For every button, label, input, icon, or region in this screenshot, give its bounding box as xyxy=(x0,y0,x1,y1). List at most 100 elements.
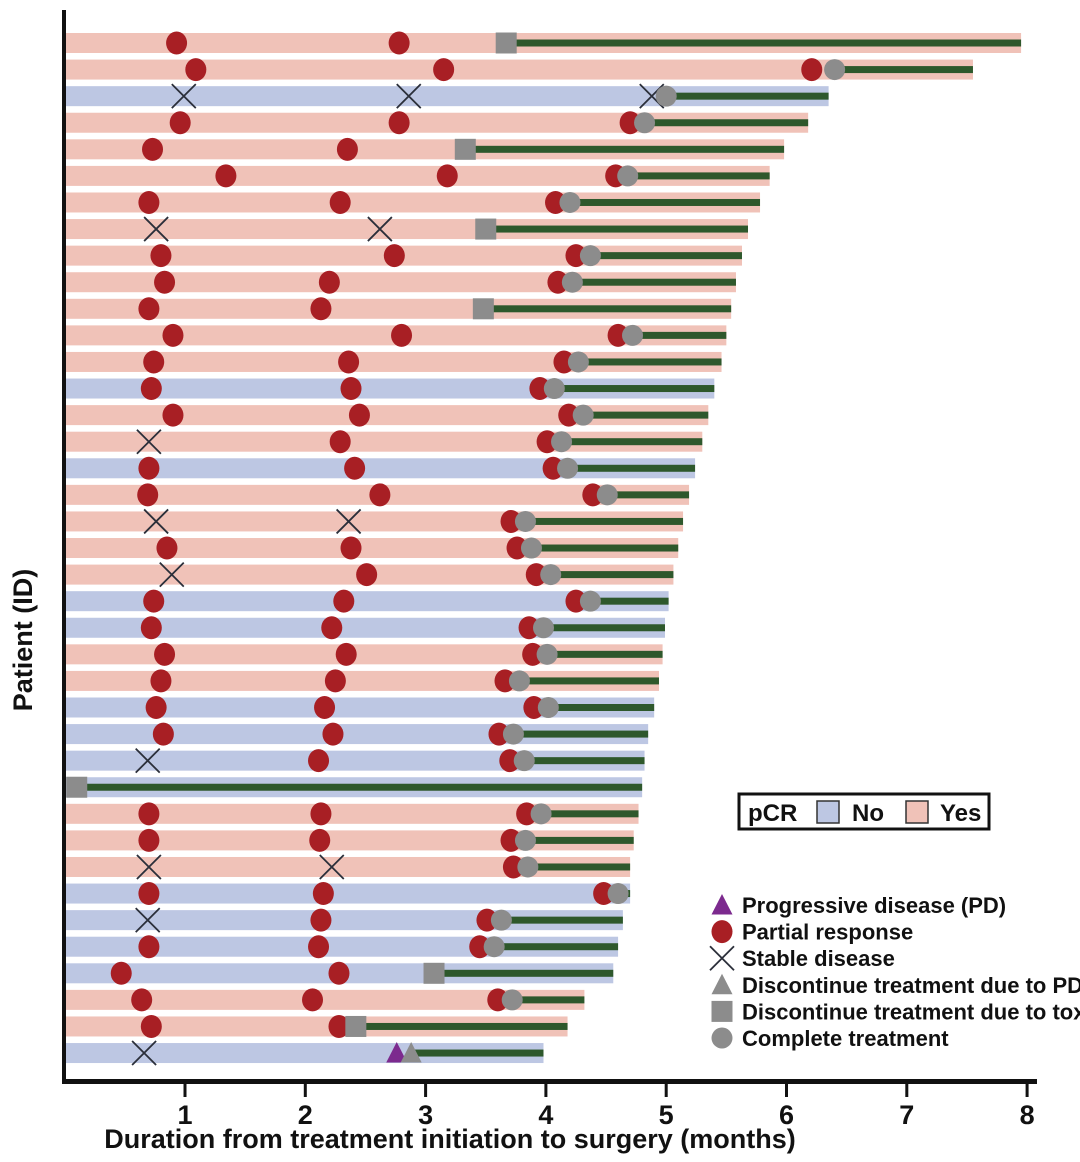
patient-row xyxy=(66,749,645,773)
marker-partial-response xyxy=(338,350,359,373)
treatment-to-surgery-line xyxy=(554,385,714,392)
treatment-to-surgery-line xyxy=(666,93,828,100)
treatment-to-surgery-line xyxy=(524,757,644,764)
treatment-to-surgery-line xyxy=(519,677,659,684)
marker-partial-response xyxy=(336,643,357,666)
treatment-to-surgery-line xyxy=(501,917,623,924)
patient-row xyxy=(66,669,659,692)
marker-partial-response xyxy=(309,829,330,852)
marker-discontinue-toxicity xyxy=(455,139,476,160)
marker-complete-treatment xyxy=(557,458,578,479)
treatment-to-surgery-line xyxy=(465,146,784,153)
marker-partial-response xyxy=(185,58,206,81)
patient-row xyxy=(66,430,702,454)
marker-partial-response xyxy=(341,537,362,560)
patient-row xyxy=(66,590,669,613)
x-tick-label: 7 xyxy=(899,1100,914,1130)
marker-legend-item: Complete treatment xyxy=(712,1026,950,1051)
marker-partial-response xyxy=(156,537,177,560)
patient-row xyxy=(66,377,714,400)
marker-discontinue-toxicity xyxy=(345,1016,366,1037)
marker-partial-response xyxy=(138,191,159,214)
patient-row xyxy=(66,483,689,506)
treatment-to-surgery-line xyxy=(525,837,633,844)
treatment-to-surgery-line xyxy=(506,40,1021,47)
marker-partial-response xyxy=(162,404,183,427)
marker-partial-response xyxy=(712,920,733,943)
marker-discontinue-toxicity xyxy=(424,963,445,984)
marker-complete-treatment xyxy=(503,724,524,745)
marker-legend: Progressive disease (PD)Partial response… xyxy=(710,893,1080,1051)
marker-partial-response xyxy=(138,935,159,958)
marker-partial-response xyxy=(391,324,412,347)
marker-complete-treatment xyxy=(515,830,536,851)
x-tick xyxy=(184,1084,187,1097)
marker-complete-treatment xyxy=(597,484,618,505)
marker-partial-response xyxy=(322,723,343,746)
marker-complete-treatment xyxy=(580,245,601,266)
marker-partial-response xyxy=(314,696,335,719)
marker-legend-label: Discontinue treatment due to PD xyxy=(742,973,1080,998)
marker-partial-response xyxy=(310,909,331,932)
treatment-to-surgery-line xyxy=(525,518,683,525)
marker-discontinue-toxicity xyxy=(473,298,494,319)
marker-partial-response xyxy=(302,988,323,1011)
patient-row xyxy=(66,563,673,587)
treatment-to-surgery-line xyxy=(568,465,696,472)
marker-partial-response xyxy=(170,111,191,134)
x-axis-line xyxy=(62,1079,1037,1084)
treatment-to-surgery-line xyxy=(434,970,613,977)
treatment-to-surgery-line xyxy=(356,1023,568,1030)
marker-legend-label: Discontinue treatment due to toxicity xyxy=(742,999,1080,1024)
patient-row xyxy=(66,297,731,320)
marker-discontinue-toxicity xyxy=(712,1001,733,1022)
marker-partial-response xyxy=(384,244,405,267)
marker-complete-treatment xyxy=(634,112,655,133)
patient-row xyxy=(66,1015,568,1038)
y-axis-title: Patient (ID) xyxy=(8,569,38,712)
marker-complete-treatment xyxy=(824,59,845,80)
marker-complete-treatment xyxy=(608,883,629,904)
marker-discontinue-toxicity xyxy=(66,777,87,798)
marker-partial-response xyxy=(369,483,390,506)
marker-partial-response xyxy=(330,430,351,453)
marker-partial-response xyxy=(162,324,183,347)
marker-complete-treatment xyxy=(580,591,601,612)
marker-complete-treatment xyxy=(509,670,530,691)
marker-partial-response xyxy=(321,616,342,639)
treatment-to-surgery-line xyxy=(570,199,760,206)
treatment-to-surgery-line xyxy=(583,412,708,419)
patient-row xyxy=(66,908,623,932)
marker-partial-response xyxy=(215,164,236,187)
marker-partial-response xyxy=(433,58,454,81)
patient-row xyxy=(66,616,665,639)
marker-partial-response xyxy=(141,616,162,639)
patient-row xyxy=(66,404,708,427)
marker-partial-response xyxy=(138,802,159,825)
patient-row xyxy=(66,696,654,719)
treatment-to-surgery-line xyxy=(486,226,748,233)
marker-discontinue-toxicity xyxy=(475,219,496,240)
marker-legend-item: Stable disease xyxy=(710,946,895,971)
patient-row xyxy=(66,350,722,373)
treatment-to-surgery-line xyxy=(590,252,742,259)
marker-partial-response xyxy=(137,483,158,506)
treatment-to-surgery-line xyxy=(541,810,638,817)
patient-row xyxy=(66,324,726,347)
marker-partial-response xyxy=(333,590,354,613)
marker-complete-treatment xyxy=(521,538,542,559)
marker-partial-response xyxy=(138,829,159,852)
marker-legend-label: Stable disease xyxy=(742,946,895,971)
x-tick xyxy=(544,1084,547,1097)
treatment-to-surgery-line xyxy=(547,651,662,658)
marker-partial-response xyxy=(154,271,175,294)
patient-row xyxy=(66,509,683,533)
marker-complete-treatment xyxy=(538,697,559,718)
marker-partial-response xyxy=(138,297,159,320)
x-tick xyxy=(905,1084,908,1097)
marker-complete-treatment xyxy=(533,617,554,638)
x-tick xyxy=(665,1084,668,1097)
marker-legend-item: Progressive disease (PD) xyxy=(712,893,1007,918)
treatment-to-surgery-line xyxy=(633,332,727,339)
